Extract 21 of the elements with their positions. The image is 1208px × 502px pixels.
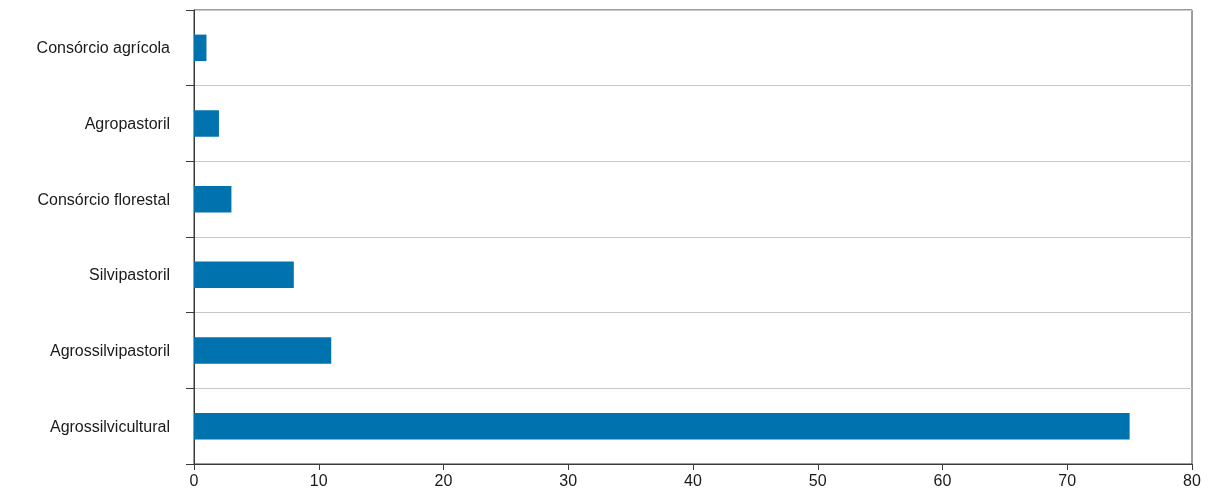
- x-tick-label: 50: [808, 471, 827, 489]
- x-tick-label: 80: [1183, 471, 1201, 489]
- y-tick-label: Agropastoril: [84, 115, 170, 132]
- x-tick-label: 40: [684, 471, 702, 489]
- x-tick-label: 10: [309, 471, 328, 489]
- y-tick-label: Consórcio florestal: [37, 190, 170, 208]
- bar: [194, 110, 219, 137]
- x-tick-label: 30: [559, 471, 578, 489]
- bar: [194, 337, 332, 364]
- y-tick-label: Silvipastoril: [89, 266, 170, 284]
- x-tick-label: 70: [1058, 471, 1077, 489]
- bar: [194, 261, 294, 289]
- bar: [194, 185, 232, 213]
- x-tick-label: 20: [434, 471, 453, 489]
- bar: [194, 412, 1130, 440]
- bar: [194, 34, 207, 62]
- x-tick-label: 60: [933, 471, 952, 489]
- y-tick-label: Consórcio agrícola: [36, 39, 171, 57]
- y-tick-label: Agrossilvicultural: [49, 417, 170, 435]
- y-tick-label: Agrossilvipastoril: [49, 342, 170, 359]
- x-tick-label: 0: [189, 471, 199, 489]
